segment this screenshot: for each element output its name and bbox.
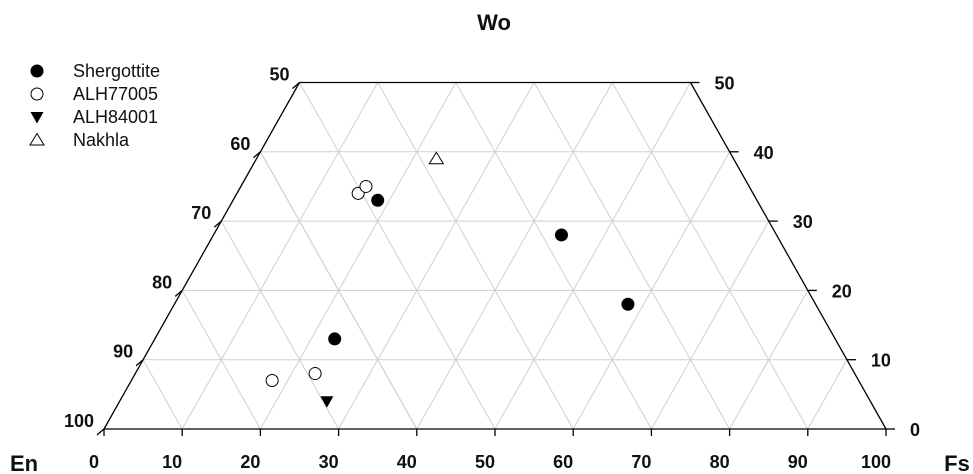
tick-label-right: 20 bbox=[832, 281, 852, 301]
tick-mark-left bbox=[213, 220, 222, 228]
tick-label-right: 50 bbox=[715, 74, 735, 94]
tick-label-bottom: 10 bbox=[162, 452, 182, 472]
legend-marker-shergottite bbox=[30, 64, 44, 78]
data-point-shergottite bbox=[621, 297, 635, 311]
grid-line-en bbox=[259, 151, 418, 430]
data-point-shergottite bbox=[328, 332, 342, 346]
data-point-shergottite bbox=[371, 193, 385, 207]
vertex-label-fs: Fs bbox=[944, 451, 970, 474]
tick-mark-left bbox=[174, 289, 183, 297]
grid-line-en bbox=[181, 290, 261, 430]
tick-label-left: 70 bbox=[191, 203, 211, 223]
tick-label-right: 0 bbox=[910, 420, 920, 440]
tick-labels: 0 10 20 30 40 50 60 70 80 90 100 100 90 80 70 60 50 0 10 20… bbox=[64, 65, 920, 473]
tick-mark-left bbox=[292, 82, 300, 89]
grid-lines bbox=[142, 82, 848, 430]
tick-label-bottom: 20 bbox=[240, 452, 260, 472]
data-points bbox=[265, 151, 635, 408]
data-point-alh84001 bbox=[320, 396, 334, 408]
grid-line-en bbox=[220, 220, 340, 430]
chart-frame bbox=[103, 81, 887, 430]
grid-line-fs bbox=[338, 82, 535, 430]
tick-label-left: 80 bbox=[152, 272, 172, 292]
tick-label-bottom: 30 bbox=[319, 452, 339, 472]
tick-label-left: 90 bbox=[113, 342, 133, 362]
data-point-alh77005 bbox=[308, 367, 322, 381]
grid-line-fs bbox=[181, 82, 379, 430]
grid-line-fs bbox=[494, 82, 691, 430]
tick-label-right: 40 bbox=[754, 143, 774, 163]
data-point-alh77005 bbox=[265, 373, 279, 387]
grid-line-fs bbox=[650, 220, 770, 430]
vertex-label-en: En bbox=[10, 451, 38, 474]
grid-line-en bbox=[533, 82, 731, 430]
tick-label-bottom: 80 bbox=[710, 452, 730, 472]
grid-line-en bbox=[377, 82, 574, 430]
tick-label-bottom: 60 bbox=[553, 452, 573, 472]
legend-label-alh84001: ALH84001 bbox=[73, 107, 158, 127]
tick-mark-left bbox=[96, 428, 105, 436]
tick-mark-left bbox=[252, 151, 261, 159]
legend-label-shergottite: Shergottite bbox=[73, 61, 160, 81]
tick-label-bottom: 40 bbox=[397, 452, 417, 472]
data-point-shergottite bbox=[554, 228, 568, 242]
legend-marker-alh77005 bbox=[30, 87, 44, 101]
grid-line-fs bbox=[807, 359, 848, 430]
tick-label-left: 50 bbox=[269, 65, 289, 85]
legend-marker-nakhla bbox=[29, 132, 45, 146]
grid-line-en bbox=[142, 359, 183, 430]
grid-line-fs bbox=[259, 82, 457, 430]
axis-line-right bbox=[689, 82, 887, 430]
tick-label-left: 100 bbox=[64, 411, 94, 431]
data-point-nakhla bbox=[428, 151, 445, 165]
chart-title: Wo bbox=[477, 10, 511, 35]
tick-label-bottom: 50 bbox=[475, 452, 495, 472]
tick-label-bottom: 0 bbox=[89, 452, 99, 472]
legend-label-nakhla: Nakhla bbox=[73, 130, 130, 150]
tick-label-right: 10 bbox=[871, 351, 891, 371]
grid-line-fs bbox=[416, 82, 613, 430]
tick-mark-left bbox=[135, 359, 144, 367]
legend-label-alh77005: ALH77005 bbox=[73, 84, 158, 104]
data-point-alh77005 bbox=[359, 179, 373, 193]
legend-marker-alh84001 bbox=[30, 112, 44, 124]
grid-line-en bbox=[455, 82, 652, 430]
axis-line-left bbox=[103, 82, 301, 430]
legend: Shergottite ALH77005 ALH84001 Nakhla bbox=[29, 61, 160, 150]
grid-line-en bbox=[299, 82, 496, 430]
tick-label-bottom: 70 bbox=[631, 452, 651, 472]
tick-label-bottom: 90 bbox=[788, 452, 808, 472]
tick-label-right: 30 bbox=[793, 212, 813, 232]
grid-line-en bbox=[611, 82, 809, 430]
tick-label-left: 60 bbox=[230, 134, 250, 154]
tick-label-bottom: 100 bbox=[861, 452, 891, 472]
